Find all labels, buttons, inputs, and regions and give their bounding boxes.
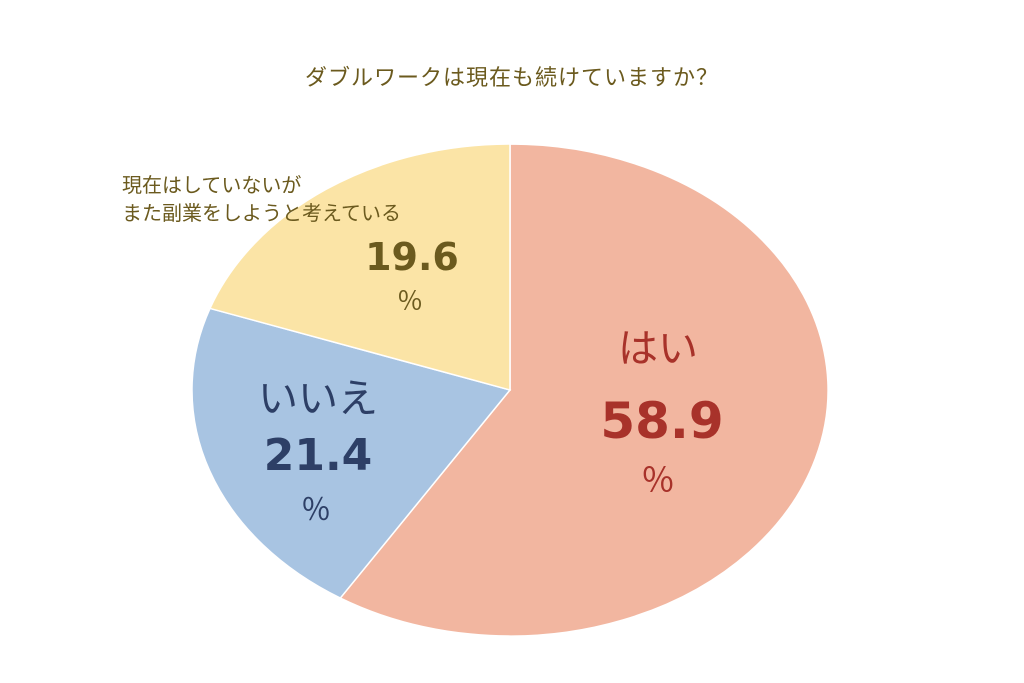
slice-label-group-2: いいえ 21.4 ％ bbox=[258, 376, 378, 528]
pie-slice-3 bbox=[208, 143, 511, 391]
pie-slice-1 bbox=[339, 143, 829, 637]
slice-label-line: また副業をしようと考えている bbox=[122, 201, 401, 225]
chart-title: ダブルワークは現在も続けていますか？ bbox=[304, 66, 719, 91]
slice-value: 58.9 bbox=[600, 392, 723, 450]
slice-label: いいえ bbox=[258, 376, 378, 422]
slice-label-group-1: はい 58.9 ％ bbox=[600, 326, 723, 501]
slice-unit: ％ bbox=[397, 287, 423, 317]
slice-value: 21.4 bbox=[264, 430, 373, 481]
slice-unit: ％ bbox=[641, 461, 675, 501]
slice-value: 19.6 bbox=[365, 235, 459, 279]
slice-label: はい bbox=[618, 326, 698, 372]
slice-unit: ％ bbox=[301, 493, 331, 528]
slice-label-line: 現在はしていないが bbox=[122, 173, 301, 197]
pie-slice-2 bbox=[191, 307, 512, 599]
